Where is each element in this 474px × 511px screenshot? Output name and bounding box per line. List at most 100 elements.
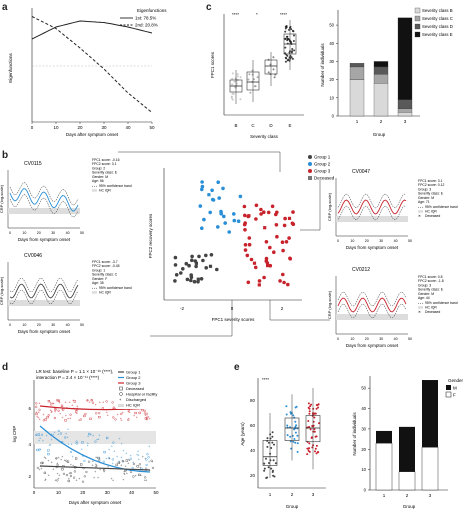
inset-hc-band: [8, 300, 80, 306]
c-ytick-label: 40: [329, 41, 334, 46]
cat-e: E: [288, 123, 291, 128]
deceased-point: [115, 463, 118, 466]
hospital-point: [145, 418, 149, 421]
bar-segment: [373, 83, 389, 117]
discharged-point: +: [109, 457, 111, 461]
e-ytick: 20: [250, 473, 256, 478]
discharged-point: +: [96, 463, 98, 467]
age-point: [315, 404, 318, 406]
hospital-point: [40, 433, 43, 436]
age-point: [308, 442, 311, 445]
legend-group2: Group 2: [314, 162, 331, 167]
discharged-point: +: [61, 416, 63, 420]
group1-fit-line: [39, 465, 151, 471]
scatter-point: [243, 248, 248, 252]
d-xtick: 30: [105, 490, 111, 495]
bar-segment: [397, 17, 413, 100]
fpc1-point: [234, 86, 237, 89]
scatter-point: [211, 198, 216, 202]
inset-xtick: 20: [37, 323, 41, 327]
panel-a-ylabel: Eigenfunctions: [8, 52, 13, 82]
bar-segment-m: [399, 426, 415, 472]
inset-info-line: FPC1 score: -0.16: [92, 158, 120, 162]
e-ytick: 60: [250, 423, 256, 428]
legend-group2-dot: [308, 162, 312, 166]
scatter-point: [266, 210, 271, 215]
scatter-point: [274, 223, 279, 227]
c-legend-label: Severity class C: [422, 16, 453, 21]
fpc1-point: [248, 73, 251, 76]
age-point: [312, 430, 315, 433]
d-xtick: 40: [129, 490, 135, 495]
discharged-point: +: [42, 413, 44, 417]
discharged-point: +: [93, 476, 95, 480]
discharged-point: +: [135, 474, 137, 478]
d-ytick: 2: [28, 474, 31, 479]
discharged-point: +: [92, 434, 94, 438]
hospital-point: [69, 450, 73, 453]
deceased-point: [207, 193, 211, 197]
scatter-point: [283, 216, 287, 221]
fpc1-point: [231, 83, 234, 86]
a-xtick-label: 0: [31, 125, 34, 130]
scatter-point: [215, 267, 219, 272]
scatter-point: [194, 264, 198, 269]
discharged-point: +: [108, 448, 110, 452]
discharged-point: +: [57, 472, 59, 476]
inset-xtick: 30: [379, 239, 383, 243]
box-iqr: [305, 415, 321, 443]
hospital-point: [57, 429, 60, 432]
c-ytick-label: 50: [329, 23, 334, 28]
discharged-point: +: [52, 468, 54, 472]
discharged-point: +: [55, 408, 57, 412]
age-point: [289, 435, 292, 438]
c-legend-swatch: [414, 23, 421, 30]
inset-info-line: FPC1 score: 0.8: [418, 275, 443, 279]
deceased-point: [40, 461, 43, 465]
discharged-point: +: [72, 455, 74, 459]
scatter-point: [204, 253, 208, 258]
hospital-point: [56, 479, 59, 482]
discharged-point: +: [95, 455, 97, 459]
panel-c-bar-ylabel: Number of individuals: [320, 43, 325, 87]
group2-fit-line: [39, 425, 151, 473]
band-legend-label: 95% confidence band: [99, 286, 132, 290]
discharged-point: +: [136, 453, 138, 457]
scatter-point: [184, 261, 189, 266]
hospital-point: [95, 412, 98, 415]
eigenfunction-1st-line: [31, 20, 153, 40]
inset-info-line: FPC2 score: -0.45: [92, 264, 120, 268]
scatter-point: [199, 277, 204, 281]
bar-segment-m: [376, 430, 392, 444]
discharged-point: +: [151, 460, 153, 464]
bar-segment: [373, 66, 389, 75]
scatter-point: [187, 263, 191, 268]
deceased-point: [57, 399, 60, 402]
hospital-point: [53, 416, 56, 420]
inset-info-line: Age: 44: [418, 296, 430, 300]
discharged-point: +: [50, 401, 52, 405]
age-point: [307, 402, 310, 405]
discharged-point: +: [76, 404, 78, 408]
scatter-point: [278, 279, 282, 283]
hospital-point: [42, 419, 45, 422]
age-point: [315, 407, 318, 410]
hospital-point: [145, 463, 148, 467]
d-ytick: 4: [28, 442, 31, 447]
age-point: [286, 434, 289, 437]
inset-xlabel: Days from symptom onset: [18, 329, 71, 334]
age-point: [268, 462, 270, 464]
discharged-point: +: [51, 461, 53, 465]
discharged-point: +: [92, 464, 94, 468]
fpc1-point: [284, 60, 287, 63]
box-iqr: [264, 59, 278, 75]
hospital-point: [86, 399, 89, 402]
scatter-point: [274, 212, 278, 217]
age-point: [273, 443, 275, 446]
d-legend-hospital: Hospital or facility: [126, 392, 157, 397]
discharged-point: +: [72, 398, 74, 402]
age-point: [266, 437, 269, 440]
inset-hc-band: [336, 314, 408, 320]
age-point: [317, 451, 320, 454]
discharged-point: +: [52, 433, 54, 437]
